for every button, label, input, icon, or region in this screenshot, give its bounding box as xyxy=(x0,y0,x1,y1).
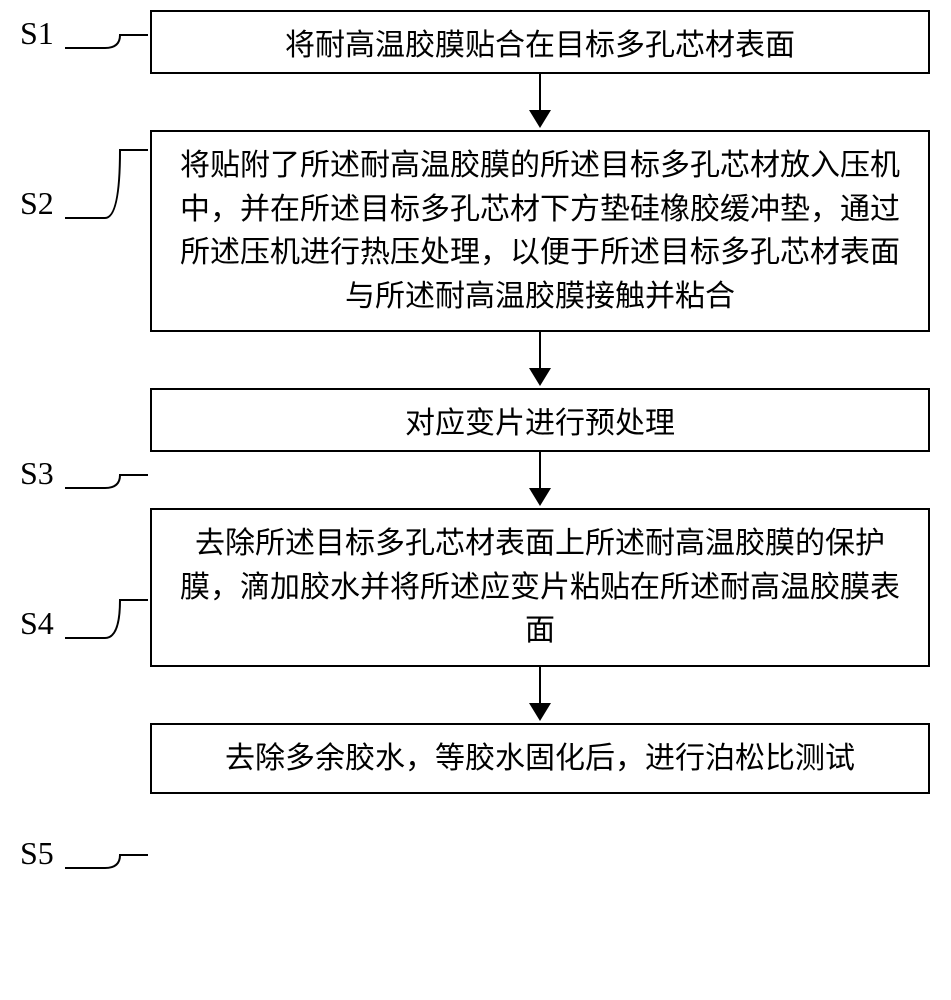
connector-s1 xyxy=(60,30,150,70)
step-text-s3: 对应变片进行预处理 xyxy=(405,407,675,440)
connector-s5 xyxy=(60,850,150,890)
connector-s3 xyxy=(60,470,150,510)
step-text-s2: 将贴附了所述耐高温胶膜的所述目标多孔芯材放入压机中，并在所述目标多孔芯材下方垫硅… xyxy=(180,149,900,313)
step-label-s3: S3 xyxy=(20,455,54,492)
step-box-s1: 将耐高温胶膜贴合在目标多孔芯材表面 xyxy=(150,10,930,74)
step-label-s1: S1 xyxy=(20,15,54,52)
step-box-s4: 去除所述目标多孔芯材表面上所述耐高温胶膜的保护膜，滴加胶水并将所述应变片粘贴在所… xyxy=(150,508,930,667)
arrow-4-5 xyxy=(150,667,930,723)
step-text-s5: 去除多余胶水，等胶水固化后，进行泊松比测试 xyxy=(225,742,855,775)
step-label-s5: S5 xyxy=(20,835,54,872)
arrow-3-4 xyxy=(150,452,930,508)
step-label-s2: S2 xyxy=(20,185,54,222)
connector-s4 xyxy=(60,595,150,645)
step-box-s2: 将贴附了所述耐高温胶膜的所述目标多孔芯材放入压机中，并在所述目标多孔芯材下方垫硅… xyxy=(150,130,930,332)
flowchart-container: 将耐高温胶膜贴合在目标多孔芯材表面 将贴附了所述耐高温胶膜的所述目标多孔芯材放入… xyxy=(150,10,930,794)
step-label-s4: S4 xyxy=(20,605,54,642)
connector-s2 xyxy=(60,145,150,225)
step-text-s1: 将耐高温胶膜贴合在目标多孔芯材表面 xyxy=(285,29,795,62)
arrow-2-3 xyxy=(150,332,930,388)
arrow-1-2 xyxy=(150,74,930,130)
step-box-s3: 对应变片进行预处理 xyxy=(150,388,930,452)
step-text-s4: 去除所述目标多孔芯材表面上所述耐高温胶膜的保护膜，滴加胶水并将所述应变片粘贴在所… xyxy=(180,527,900,647)
step-box-s5: 去除多余胶水，等胶水固化后，进行泊松比测试 xyxy=(150,723,930,795)
